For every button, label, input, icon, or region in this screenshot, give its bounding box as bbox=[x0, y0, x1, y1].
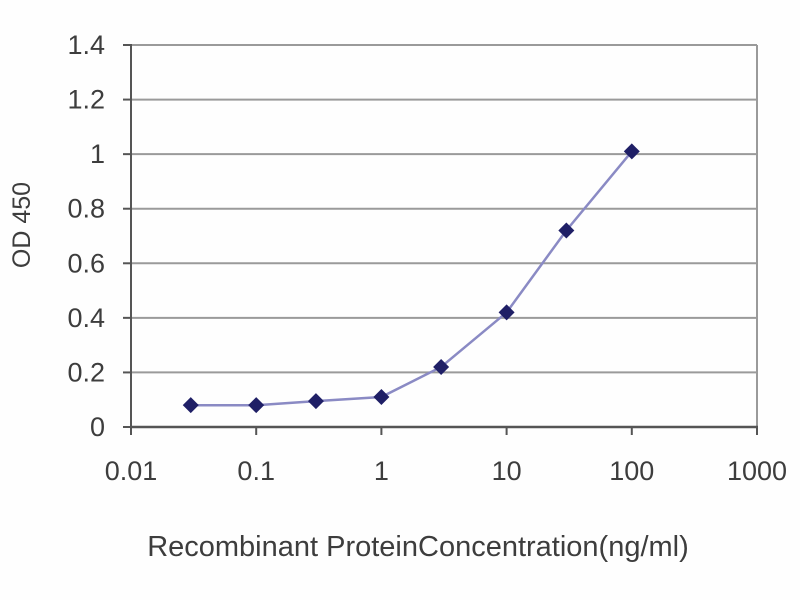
y-tick-label: 0.8 bbox=[67, 194, 105, 224]
y-axis-title: OD 450 bbox=[8, 182, 36, 268]
axis-layer bbox=[123, 44, 758, 435]
data-point-marker bbox=[307, 393, 324, 410]
y-tick-label: 1 bbox=[90, 139, 105, 169]
data-point-marker bbox=[248, 397, 265, 414]
y-tick-label: 1.4 bbox=[67, 30, 105, 60]
tick-label-layer: 0.01 0.1 1 10 100 1000 0 0.2 0.4 0.6 0.8 1 1.2 1.4 bbox=[67, 30, 787, 486]
y-tick-label: 0 bbox=[90, 412, 105, 442]
data-point-marker bbox=[433, 358, 450, 375]
y-tick-label: 0.4 bbox=[67, 303, 105, 333]
series-layer bbox=[182, 143, 640, 414]
data-point-marker bbox=[623, 143, 640, 160]
grid-layer bbox=[131, 44, 758, 427]
x-tick-label: 1000 bbox=[727, 456, 787, 486]
x-tick-label: 0.01 bbox=[105, 456, 158, 486]
y-tick-label: 0.2 bbox=[67, 357, 105, 387]
data-point-marker bbox=[373, 388, 390, 405]
data-point-marker bbox=[498, 304, 515, 321]
x-tick-label: 1 bbox=[374, 456, 389, 486]
x-axis-title: Recombinant ProteinConcentration(ng/ml) bbox=[147, 531, 689, 563]
data-point-marker bbox=[558, 222, 575, 239]
x-tick-label: 0.1 bbox=[237, 456, 275, 486]
x-tick-label: 10 bbox=[492, 456, 522, 486]
y-tick-label: 0.6 bbox=[67, 248, 105, 278]
x-tick-label: 100 bbox=[609, 456, 654, 486]
data-point-marker bbox=[182, 397, 199, 414]
series-line bbox=[190, 150, 633, 407]
y-tick-label: 1.2 bbox=[67, 85, 105, 115]
